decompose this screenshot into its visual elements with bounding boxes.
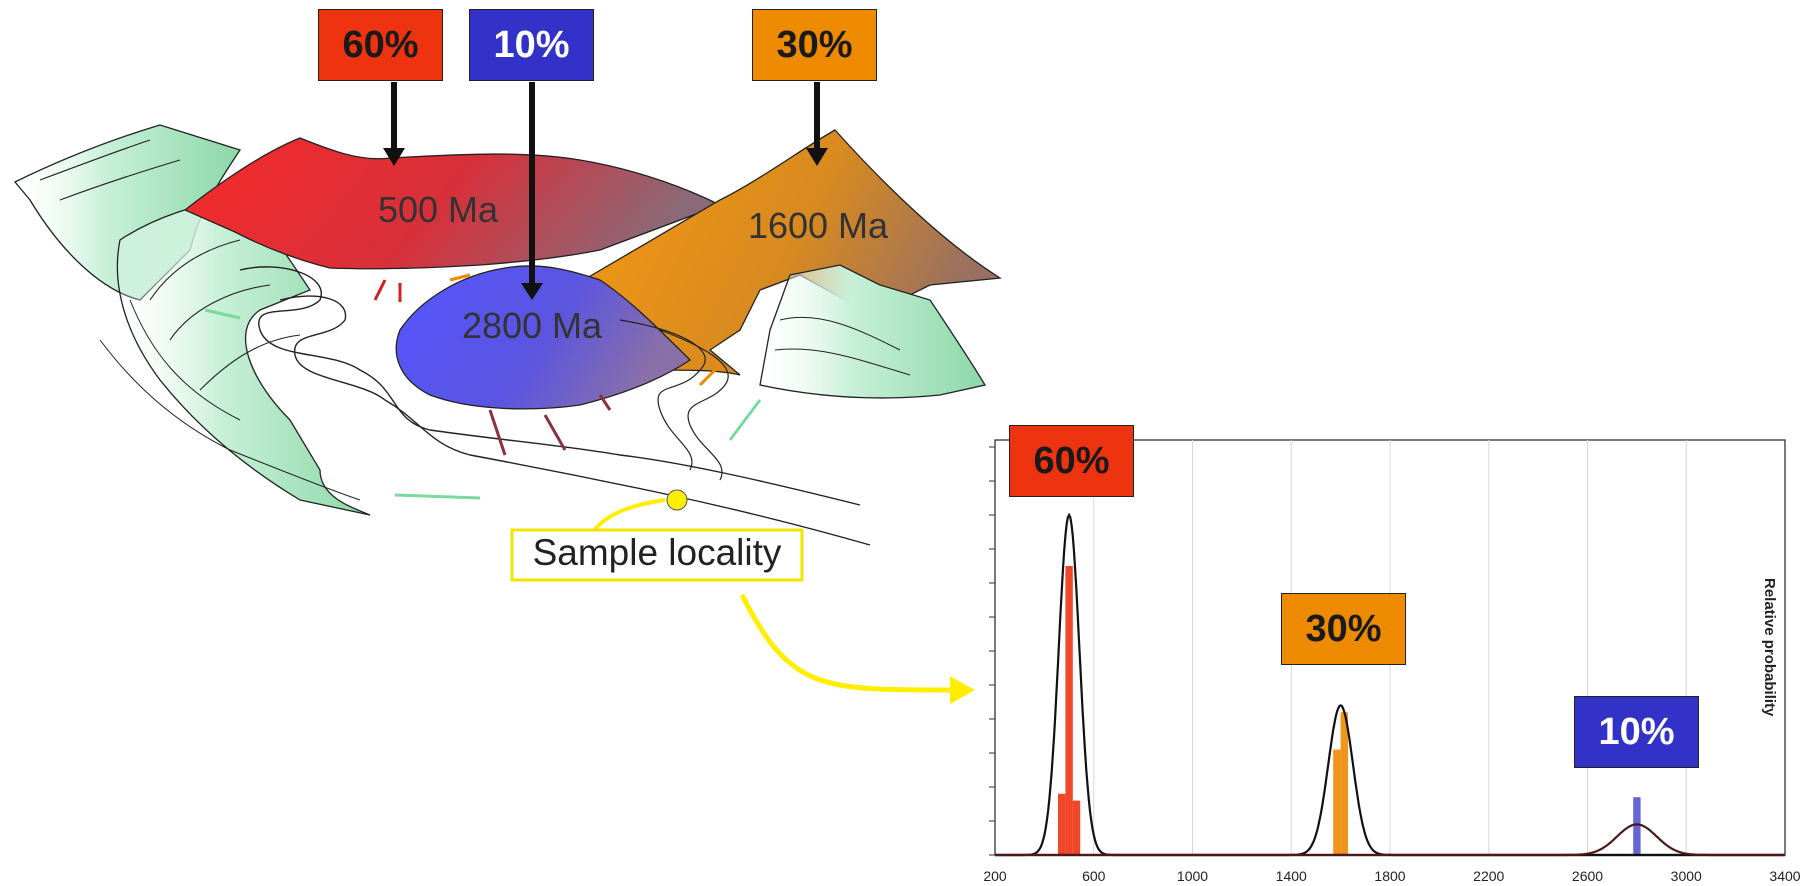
y-axis-ticks <box>989 446 995 856</box>
x-tick-label: 1400 <box>1276 868 1307 884</box>
y-axis-label: Relative probability <box>1761 578 1778 717</box>
histogram-bar-2800 <box>1633 797 1641 855</box>
sample-point <box>666 489 688 511</box>
x-axis-tick-labels: 200 600 1000 1400 1800 2200 2600 3000 3400 <box>983 868 1800 884</box>
source-terrain-1600ma <box>573 129 1002 376</box>
river-bank-south <box>279 295 871 546</box>
proportion-label-30-chart: 30% <box>1281 593 1406 665</box>
river-inner-south <box>659 329 729 481</box>
probability-curve-2800 <box>995 823 1785 857</box>
right-hill-ridges <box>774 316 911 376</box>
histogram-bar-500 <box>1072 800 1081 855</box>
x-tick-label: 3400 <box>1769 868 1800 884</box>
histogram-bar-500 <box>1058 793 1066 855</box>
x-tick-label: 3000 <box>1671 868 1702 884</box>
landscape-illustration: Sample locality 500 Ma 1600 Ma 2800 Ma <box>13 82 1002 704</box>
x-tick-label: 2600 <box>1572 868 1603 884</box>
link-arrow <box>739 593 951 693</box>
source-terrain-2800ma <box>395 265 692 410</box>
x-tick-label: 1800 <box>1374 868 1405 884</box>
proportion-label-60-chart: 60% <box>1009 425 1134 497</box>
x-tick-label: 200 <box>983 868 1007 884</box>
age-label-2800: 2800 Ma <box>462 305 603 346</box>
age-label-500: 500 Ma <box>378 189 499 230</box>
proportion-label-10-top: 10% <box>469 9 594 81</box>
histogram-bar-1600 <box>1340 712 1348 855</box>
histogram-bars <box>1058 566 1641 855</box>
proportion-label-10-chart: 10% <box>1574 696 1699 768</box>
x-tick-label: 1000 <box>1177 868 1208 884</box>
river-inner-north <box>619 319 706 471</box>
x-tick-label: 600 <box>1082 868 1106 884</box>
age-label-1600: 1600 Ma <box>748 205 889 246</box>
source-terrain-500ma <box>183 137 722 270</box>
sample-label-box <box>510 528 804 582</box>
hill-contour <box>99 299 361 501</box>
probability-curves <box>995 512 1785 857</box>
left-hill-ridges <box>39 139 301 391</box>
river-bank-north <box>239 266 861 506</box>
histogram-bar-500 <box>1065 566 1073 855</box>
proportion-label-30-top: 30% <box>752 9 877 81</box>
histogram-bar-1600 <box>1333 749 1341 855</box>
sediment-arrows <box>204 273 762 500</box>
x-tick-label: 2200 <box>1473 868 1504 884</box>
sample-label: Sample locality <box>533 532 782 573</box>
right-hill <box>759 264 987 399</box>
link-arrow-head <box>950 676 975 704</box>
proportion-label-60-top: 60% <box>318 9 443 81</box>
